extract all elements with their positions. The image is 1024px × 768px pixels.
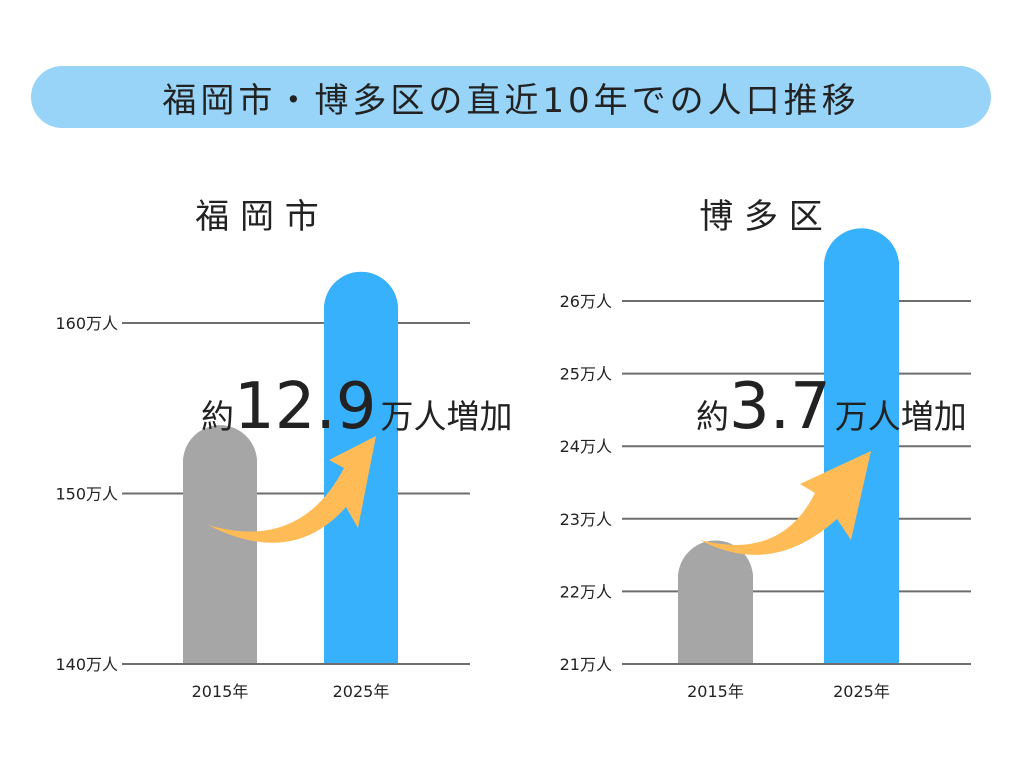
annotation-number: 3.7 bbox=[729, 370, 831, 444]
y-tick-label: 26万人 bbox=[560, 292, 612, 311]
y-tick-label: 22万人 bbox=[560, 582, 612, 601]
annotation-number: 12.9 bbox=[234, 370, 377, 444]
annotation-prefix: 約 bbox=[696, 397, 729, 436]
chart-title: 博 多 区 bbox=[699, 197, 823, 237]
chart-1: 福 岡 市 140万人 150万人 160万人 2015年 2025年 約12.9 万人増加 bbox=[55, 197, 512, 701]
title-banner: 福岡市・博多区の直近10年での人口推移 bbox=[31, 66, 991, 128]
category-label: 2015年 bbox=[192, 682, 249, 701]
bar-fill-2025 bbox=[824, 228, 899, 664]
y-tick-label: 25万人 bbox=[560, 365, 612, 384]
y-tick-label: 24万人 bbox=[560, 437, 612, 456]
page-title: 福岡市・博多区の直近10年での人口推移 bbox=[162, 80, 860, 121]
category-label: 2015年 bbox=[687, 682, 744, 701]
y-tick-label: 160万人 bbox=[55, 314, 118, 333]
chart-2: 博 多 区 21万人 22万人 23万人 24万人 25万人 26万人 2015年 2025年 約… bbox=[560, 197, 971, 701]
increase-arrow bbox=[700, 451, 871, 555]
annotation-suffix: 万人増加 bbox=[381, 397, 513, 436]
y-tick-label: 21万人 bbox=[560, 655, 612, 674]
y-tick-label: 150万人 bbox=[55, 485, 118, 504]
category-label: 2025年 bbox=[833, 682, 890, 701]
increase-annotation: 約12.9 万人増加 bbox=[201, 370, 513, 444]
y-tick-label: 23万人 bbox=[560, 510, 612, 529]
bar-fill-2015 bbox=[183, 425, 257, 664]
annotation-prefix: 約 bbox=[201, 397, 234, 436]
bar-fill-2015 bbox=[678, 540, 753, 664]
increase-annotation: 約3.7 万人増加 bbox=[696, 370, 967, 444]
annotation-suffix: 万人増加 bbox=[835, 397, 967, 436]
increase-arrow bbox=[208, 436, 376, 543]
chart-title: 福 岡 市 bbox=[195, 197, 319, 237]
category-label: 2025年 bbox=[333, 682, 390, 701]
y-tick-label: 140万人 bbox=[55, 655, 118, 674]
